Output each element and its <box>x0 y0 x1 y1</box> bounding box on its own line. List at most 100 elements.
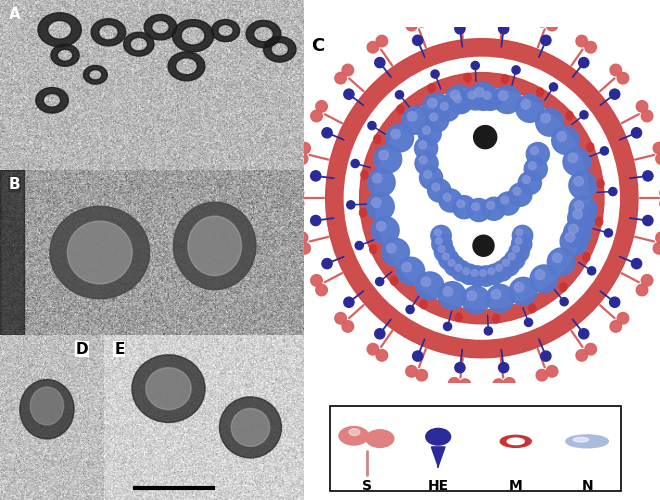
Circle shape <box>552 253 562 262</box>
Circle shape <box>513 188 521 195</box>
Circle shape <box>439 250 459 270</box>
Circle shape <box>438 282 466 310</box>
Ellipse shape <box>20 380 74 439</box>
Bar <box>0 170 24 335</box>
Circle shape <box>434 242 455 262</box>
Circle shape <box>346 201 355 209</box>
Circle shape <box>643 171 653 181</box>
Circle shape <box>514 282 524 292</box>
Ellipse shape <box>360 208 366 217</box>
Ellipse shape <box>374 134 381 143</box>
Circle shape <box>509 242 529 262</box>
Circle shape <box>428 98 437 108</box>
Circle shape <box>565 232 575 242</box>
Wedge shape <box>51 44 79 66</box>
Circle shape <box>455 24 465 34</box>
Circle shape <box>496 264 502 271</box>
Ellipse shape <box>529 304 536 312</box>
Circle shape <box>451 260 472 281</box>
Ellipse shape <box>420 300 427 308</box>
Circle shape <box>436 98 459 121</box>
Ellipse shape <box>397 105 404 114</box>
Wedge shape <box>38 12 81 47</box>
Circle shape <box>486 284 514 312</box>
Circle shape <box>516 229 523 236</box>
Circle shape <box>515 238 522 244</box>
Ellipse shape <box>566 111 573 120</box>
Circle shape <box>368 122 376 130</box>
Circle shape <box>498 24 509 34</box>
Circle shape <box>444 322 451 330</box>
Ellipse shape <box>507 438 524 444</box>
Circle shape <box>605 229 612 237</box>
Polygon shape <box>432 447 445 466</box>
Circle shape <box>311 216 321 226</box>
Circle shape <box>643 216 653 226</box>
Circle shape <box>483 92 491 100</box>
Circle shape <box>440 102 448 110</box>
Circle shape <box>560 298 568 306</box>
Ellipse shape <box>315 100 327 112</box>
Wedge shape <box>168 52 205 80</box>
Circle shape <box>492 260 512 281</box>
Ellipse shape <box>546 366 558 377</box>
Ellipse shape <box>360 72 604 324</box>
Ellipse shape <box>296 232 308 243</box>
Ellipse shape <box>342 64 354 76</box>
Circle shape <box>311 171 321 181</box>
Ellipse shape <box>636 100 648 112</box>
Circle shape <box>467 198 490 222</box>
Ellipse shape <box>426 428 451 445</box>
Circle shape <box>402 106 430 134</box>
Circle shape <box>416 272 444 299</box>
Ellipse shape <box>416 16 428 27</box>
Circle shape <box>512 234 532 254</box>
Circle shape <box>569 196 597 224</box>
Ellipse shape <box>376 36 387 47</box>
Circle shape <box>573 438 589 442</box>
Circle shape <box>450 90 460 100</box>
Circle shape <box>513 246 519 252</box>
Circle shape <box>379 150 389 160</box>
Wedge shape <box>123 32 154 56</box>
Circle shape <box>609 188 617 196</box>
Ellipse shape <box>174 202 256 290</box>
Ellipse shape <box>587 143 594 152</box>
Text: M: M <box>509 479 523 493</box>
Circle shape <box>524 158 547 180</box>
Circle shape <box>432 234 452 254</box>
Circle shape <box>375 328 385 339</box>
Ellipse shape <box>610 320 622 332</box>
Ellipse shape <box>349 428 360 436</box>
Ellipse shape <box>449 378 460 389</box>
Circle shape <box>610 89 620 100</box>
Circle shape <box>372 216 399 244</box>
Circle shape <box>431 226 451 246</box>
Ellipse shape <box>342 320 354 332</box>
Ellipse shape <box>375 88 589 308</box>
Circle shape <box>564 219 591 247</box>
Circle shape <box>498 91 508 101</box>
Circle shape <box>419 141 426 148</box>
Circle shape <box>407 112 417 121</box>
Circle shape <box>525 318 533 326</box>
Text: A: A <box>9 7 21 22</box>
Circle shape <box>422 93 450 121</box>
Text: B: B <box>9 176 20 192</box>
Circle shape <box>457 200 465 207</box>
Circle shape <box>573 210 582 219</box>
Ellipse shape <box>617 72 629 84</box>
Circle shape <box>579 328 589 339</box>
Circle shape <box>412 351 423 361</box>
Circle shape <box>491 290 501 299</box>
Ellipse shape <box>30 387 63 425</box>
Ellipse shape <box>642 110 653 122</box>
Ellipse shape <box>617 312 629 324</box>
Circle shape <box>436 238 442 244</box>
Circle shape <box>372 174 382 183</box>
Circle shape <box>322 128 332 138</box>
Ellipse shape <box>585 344 597 355</box>
Circle shape <box>414 136 438 160</box>
Circle shape <box>516 94 544 122</box>
Circle shape <box>569 172 597 200</box>
